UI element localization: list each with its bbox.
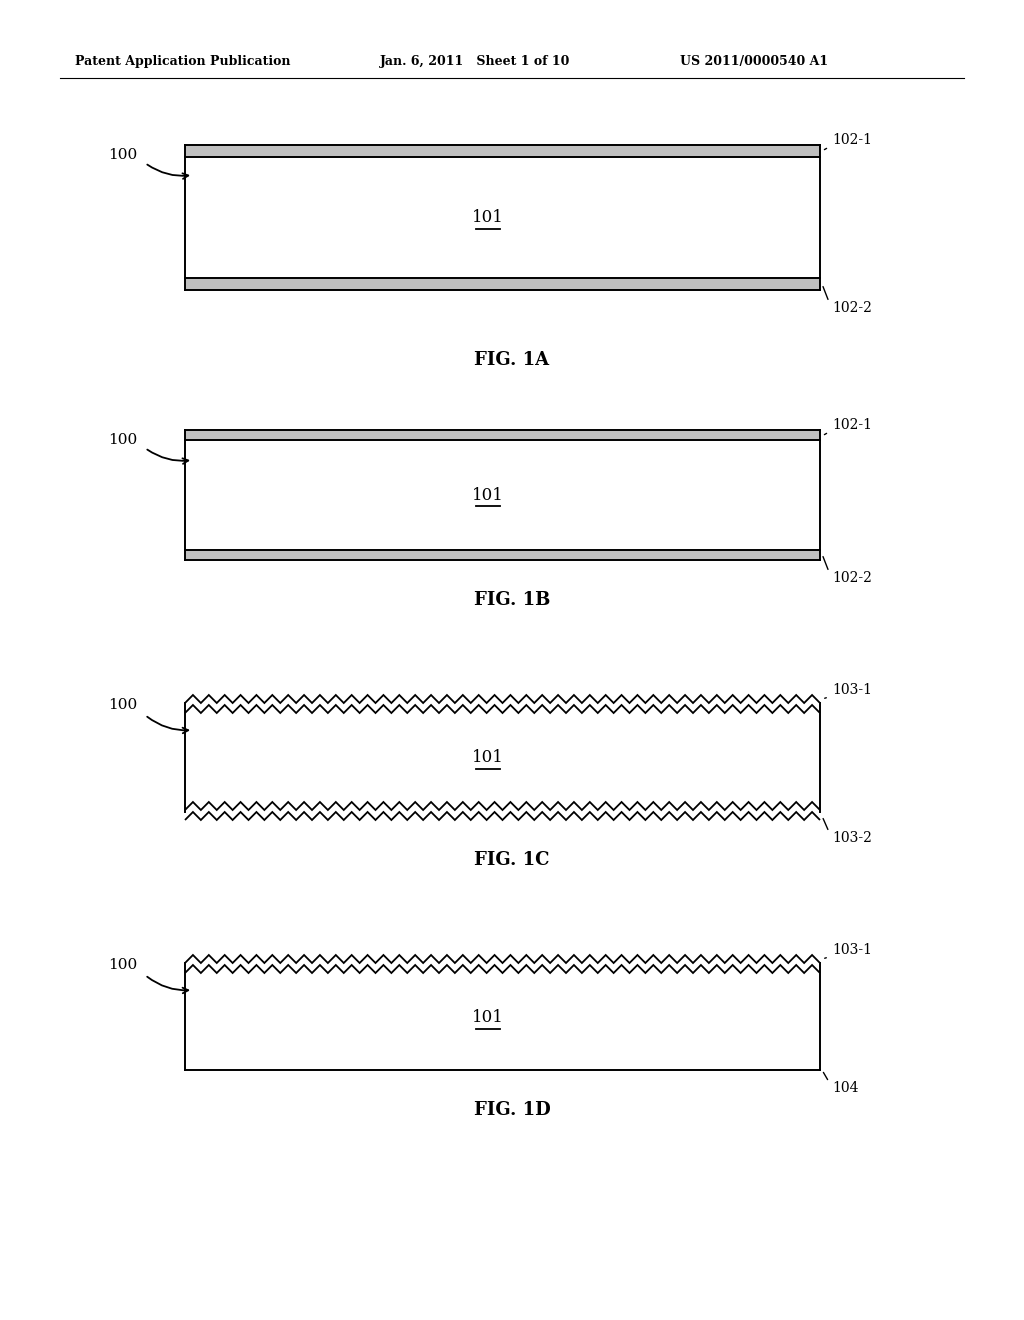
Bar	[185, 954, 820, 1071]
Bar	[185, 145, 820, 157]
Text: 100: 100	[108, 433, 137, 447]
Text: 102-1: 102-1	[831, 418, 872, 432]
Text: 101: 101	[472, 1008, 504, 1026]
Text: 100: 100	[108, 698, 137, 711]
Text: 102-1: 102-1	[831, 133, 872, 147]
Text: 101: 101	[472, 209, 504, 226]
Text: Jan. 6, 2011   Sheet 1 of 10: Jan. 6, 2011 Sheet 1 of 10	[380, 55, 570, 69]
Text: 103-2: 103-2	[831, 832, 871, 845]
Text: 101: 101	[472, 748, 504, 766]
Text: 100: 100	[108, 148, 137, 162]
Text: 102-2: 102-2	[831, 301, 871, 315]
Bar	[185, 550, 820, 560]
Bar	[185, 430, 820, 440]
Bar	[185, 279, 820, 290]
Text: FIG. 1D: FIG. 1D	[474, 1101, 550, 1119]
Text: US 2011/0000540 A1: US 2011/0000540 A1	[680, 55, 828, 69]
Text: 104: 104	[831, 1081, 858, 1096]
Bar	[185, 696, 820, 820]
Text: Patent Application Publication: Patent Application Publication	[75, 55, 291, 69]
Text: FIG. 1C: FIG. 1C	[474, 851, 550, 869]
Text: 103-1: 103-1	[831, 942, 872, 957]
Text: FIG. 1B: FIG. 1B	[474, 591, 550, 609]
Text: FIG. 1A: FIG. 1A	[474, 351, 550, 370]
Text: 101: 101	[472, 487, 504, 503]
Bar	[185, 430, 820, 560]
Bar	[185, 145, 820, 290]
Text: 102-2: 102-2	[831, 572, 871, 585]
Text: 100: 100	[108, 958, 137, 972]
Text: 103-1: 103-1	[831, 682, 872, 697]
